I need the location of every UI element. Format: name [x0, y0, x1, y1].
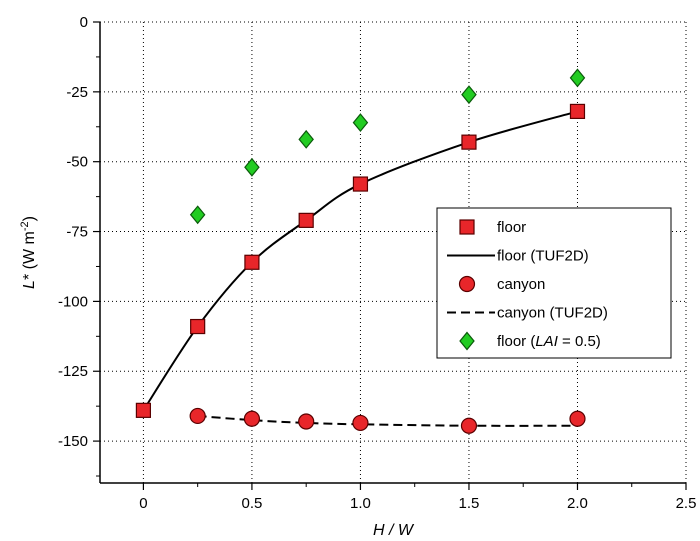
x-tick-label: 0 [139, 495, 147, 512]
legend-symbol [459, 219, 475, 235]
data-point-square [298, 212, 314, 228]
y-tick-label: -25 [66, 84, 88, 101]
data-point-diamond [189, 205, 206, 225]
data-point-circle [243, 410, 261, 427]
data-point-circle [189, 407, 206, 425]
data-point-square [352, 176, 369, 192]
y-tick-label: -75 [66, 224, 88, 241]
x-tick-label: 1.5 [459, 495, 480, 512]
series-layer [135, 68, 586, 434]
data-point-circle [460, 417, 478, 434]
y-tick-label: -125 [58, 363, 88, 380]
legend-box [436, 207, 672, 359]
x-tick-label: 2.5 [676, 495, 697, 512]
series-line-3 [197, 414, 578, 427]
data-point-diamond [244, 157, 260, 177]
y-tick-label: -150 [58, 433, 88, 450]
y-tick-label: -100 [58, 293, 88, 310]
data-point-diamond [461, 85, 477, 105]
data-point-square [461, 134, 477, 150]
legend-label: canyon [497, 276, 545, 293]
legend-label: floor (LAI = 0.5) [497, 333, 601, 350]
data-point-circle [298, 413, 315, 430]
x-tick-label: 1.0 [350, 495, 371, 512]
x-axis-label: H / W [373, 522, 415, 539]
axes: 0 0.5 1.0 1.5 2.0 2.5 0 -25 -50 -75 -100 -125 -150 [58, 14, 696, 512]
data-point-square [569, 103, 586, 120]
x-tick-label: 0.5 [241, 495, 262, 512]
legend-label: canyon (TUF2D) [497, 305, 608, 322]
legend-symbol [458, 275, 476, 293]
legend-label: floor (TUF2D) [497, 248, 589, 265]
x-tick-label: 2.0 [567, 495, 588, 512]
legend-symbol [459, 331, 475, 351]
data-point-square [244, 254, 260, 270]
data-point-diamond [352, 113, 369, 133]
data-point-diamond [298, 129, 314, 149]
legend: floor floor (TUF2D) canyon canyon (TUF2D) fl… [436, 207, 672, 359]
data-point-circle [352, 414, 369, 432]
y-tick-label: 0 [80, 14, 88, 31]
data-point-diamond [569, 68, 586, 88]
y-tick-label: -50 [66, 154, 88, 171]
y-axis-label: L* (W m-2) [19, 216, 38, 289]
data-point-circle [569, 410, 586, 427]
data-point-square [135, 402, 152, 418]
legend-label: floor [497, 219, 526, 236]
data-point-square [190, 318, 206, 335]
